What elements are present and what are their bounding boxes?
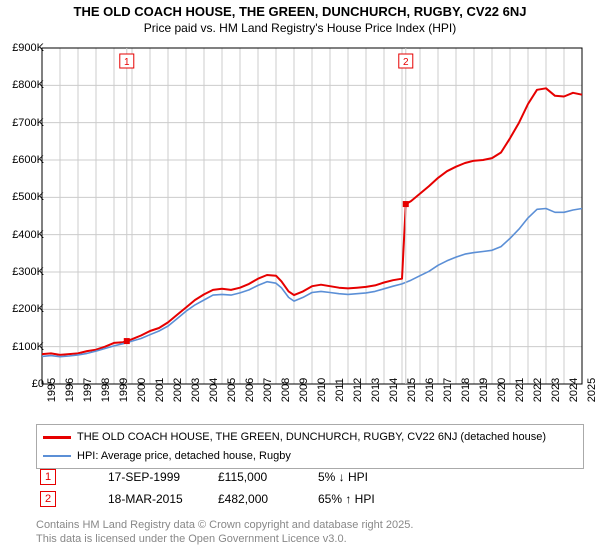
sales-table: 1 17-SEP-1999£115,0005% ↓ HPI 2 18-MAR-2015… [36,466,584,510]
y-tick-label: £800K [12,79,44,91]
chart-plot-area: 12 [36,42,588,414]
y-tick-label: £200K [12,303,44,315]
x-tick-label: 2009 [298,378,310,402]
sale-row: 2 18-MAR-2015£482,00065% ↑ HPI [36,488,584,510]
x-tick-label: 2018 [460,378,472,402]
x-tick-label: 2010 [316,378,328,402]
sale-date: 17-SEP-1999 [108,470,218,484]
sale-marker-box: 1 [40,469,56,485]
legend-row: HPI: Average price, detached house, Rugb… [43,448,577,465]
x-tick-label: 2017 [442,378,454,402]
legend-swatch [43,436,71,439]
sale-hpi-delta: 5% ↓ HPI [318,470,438,484]
footer-attribution: Contains HM Land Registry data © Crown c… [36,518,413,547]
x-tick-label: 1998 [100,378,112,402]
x-tick-label: 2000 [136,378,148,402]
chart-subtitle: Price paid vs. HM Land Registry's House … [0,21,600,35]
legend-label: HPI: Average price, detached house, Rugb… [77,448,291,465]
svg-text:2: 2 [403,57,409,68]
sale-date: 18-MAR-2015 [108,492,218,506]
x-tick-label: 2003 [190,378,202,402]
x-tick-label: 2001 [154,378,166,402]
x-tick-label: 1996 [64,378,76,402]
y-tick-label: £900K [12,42,44,54]
sale-price: £115,000 [218,470,318,484]
sale-hpi-delta: 65% ↑ HPI [318,492,438,506]
x-tick-label: 2020 [496,378,508,402]
y-tick-label: £700K [12,117,44,129]
x-tick-label: 2025 [586,378,598,402]
x-tick-label: 1997 [82,378,94,402]
svg-text:1: 1 [124,57,130,68]
footer-line1: Contains HM Land Registry data © Crown c… [36,518,413,532]
x-tick-label: 1995 [46,378,58,402]
x-tick-label: 2002 [172,378,184,402]
chart-svg: 12 [36,42,588,414]
x-tick-label: 2005 [226,378,238,402]
y-tick-label: £100K [12,341,44,353]
chart-title-address: THE OLD COACH HOUSE, THE GREEN, DUNCHURC… [0,4,600,19]
legend-swatch [43,455,71,457]
x-tick-label: 2021 [514,378,526,402]
footer-line2: This data is licensed under the Open Gov… [36,532,413,546]
sale-price: £482,000 [218,492,318,506]
x-tick-label: 2023 [550,378,562,402]
x-tick-label: 1999 [118,378,130,402]
x-tick-label: 2022 [532,378,544,402]
x-tick-label: 2006 [244,378,256,402]
chart-title-block: THE OLD COACH HOUSE, THE GREEN, DUNCHURC… [0,0,600,35]
legend-row: THE OLD COACH HOUSE, THE GREEN, DUNCHURC… [43,429,577,446]
x-tick-label: 2012 [352,378,364,402]
x-tick-label: 2011 [334,378,346,402]
x-tick-label: 2015 [406,378,418,402]
sale-row: 1 17-SEP-1999£115,0005% ↓ HPI [36,466,584,488]
x-tick-label: 2008 [280,378,292,402]
y-tick-label: £300K [12,266,44,278]
x-tick-label: 2007 [262,378,274,402]
legend-label: THE OLD COACH HOUSE, THE GREEN, DUNCHURC… [77,429,546,446]
y-tick-label: £0 [32,378,44,390]
x-tick-label: 2016 [424,378,436,402]
x-tick-label: 2024 [568,378,580,402]
sale-marker-box: 2 [40,491,56,507]
y-tick-label: £500K [12,191,44,203]
x-tick-label: 2019 [478,378,490,402]
x-tick-label: 2014 [388,378,400,402]
y-tick-label: £600K [12,154,44,166]
x-tick-label: 2004 [208,378,220,402]
x-tick-label: 2013 [370,378,382,402]
legend: THE OLD COACH HOUSE, THE GREEN, DUNCHURC… [36,424,584,469]
y-tick-label: £400K [12,229,44,241]
